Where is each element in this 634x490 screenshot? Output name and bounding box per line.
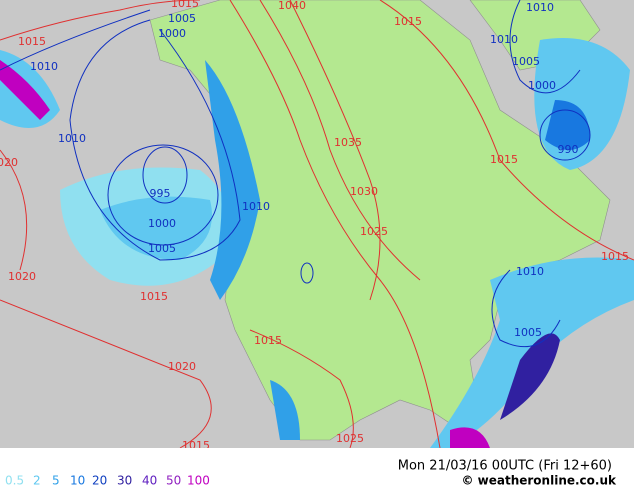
isobar-label: 995: [150, 187, 171, 200]
isobar-label: 1015: [394, 15, 422, 28]
isobar-label: 1005: [148, 242, 176, 255]
isobar-label: 1000: [148, 217, 176, 230]
isobar-label: 1000: [528, 79, 556, 92]
isobar-label: 1015: [490, 153, 518, 166]
legend-label: 0.5: [5, 474, 24, 488]
isobar-label: 1020: [0, 156, 18, 169]
isobar-label: 1015: [18, 35, 46, 48]
isobar-label: 1005: [168, 12, 196, 25]
legend-label: 100: [187, 474, 210, 488]
isobar-label: 1010: [30, 60, 58, 73]
isobar-label: 1015: [601, 250, 629, 263]
legend-label: 40: [142, 474, 157, 488]
isobars-low: [0, 0, 591, 348]
isobar-label: 1015: [171, 0, 199, 10]
isobar-label: 1020: [168, 360, 196, 373]
legend-label: 2: [33, 474, 41, 488]
isobars-high: [0, 0, 634, 449]
isobar-label: 1010: [490, 33, 518, 46]
isobar-label: 1010: [516, 265, 544, 278]
isobar-label: 990: [558, 143, 579, 156]
precipitation: [0, 38, 634, 448]
isobar-label: 1005: [514, 326, 542, 339]
isobar-label: 1040: [278, 0, 306, 12]
datetime: Mon 21/03/16 00UTC (Fri 12+60): [398, 459, 612, 474]
isobar-label: 1035: [334, 136, 362, 149]
isobar-label: 1015: [254, 334, 282, 347]
isobar-label: 1020: [8, 270, 36, 283]
isobar-label: 1010: [242, 200, 270, 213]
isobar-label: 1005: [512, 55, 540, 68]
isobar-label: 1025: [360, 225, 388, 238]
isobar-labels: 1015 1040 1015 1015 1020 1035 1030 1025 1015 1020…: [0, 0, 629, 452]
legend-label: 10: [70, 474, 85, 488]
copyright: © weatheronline.co.uk: [461, 474, 617, 488]
legend: 0.5 2 5 10 20 30 40 50 100: [5, 474, 210, 488]
isobar-label: 1010: [58, 132, 86, 145]
isobar-label: 1030: [350, 185, 378, 198]
legend-label: 20: [92, 474, 107, 488]
isobar-label: 1015: [140, 290, 168, 303]
footer-band: [0, 448, 634, 490]
legend-label: 5: [52, 474, 60, 488]
isobar-label: 1025: [336, 432, 364, 445]
legend-label: 50: [166, 474, 181, 488]
isobar-label: 1000: [158, 27, 186, 40]
legend-label: 30: [117, 474, 132, 488]
isobar-label: 1010: [526, 1, 554, 14]
